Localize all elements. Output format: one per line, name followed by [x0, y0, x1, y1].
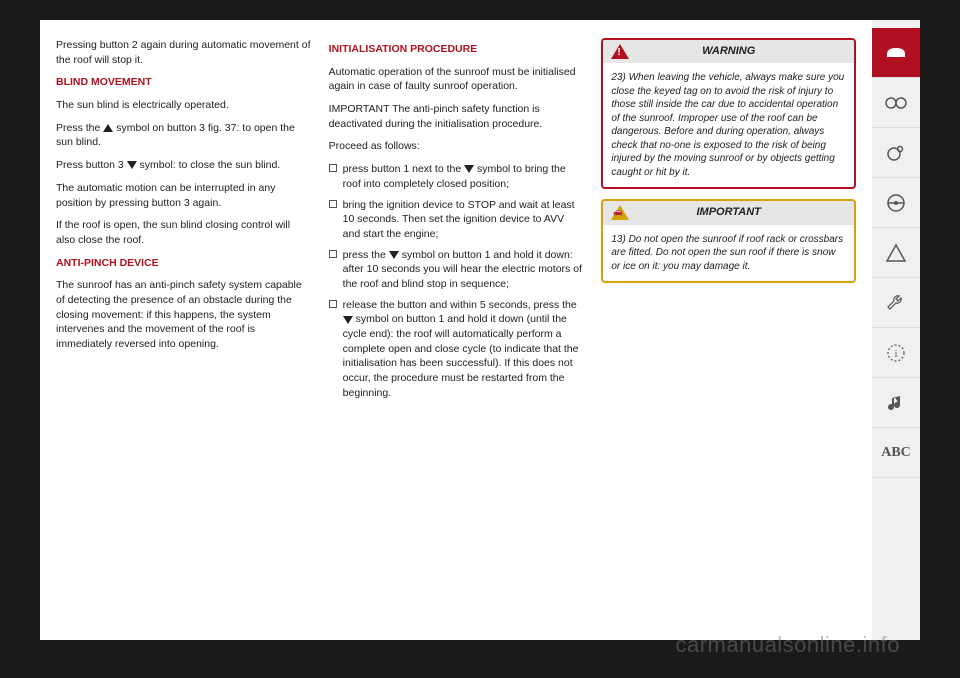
- column-2: INITIALISATION PROCEDURE Automatic opera…: [329, 38, 584, 622]
- paragraph: IMPORTANT The anti-pinch safety function…: [329, 102, 584, 131]
- tab-warning[interactable]: [872, 228, 920, 278]
- tab-vehicle[interactable]: [872, 28, 920, 78]
- watermark: carmanualsonline.info: [675, 632, 900, 658]
- triangle-down-icon: [389, 251, 399, 259]
- warning-box: WARNING 23) When leaving the vehicle, al…: [601, 38, 856, 189]
- list-text: bring the ignition device to STOP and wa…: [343, 198, 584, 242]
- triangle-down-icon: [127, 161, 137, 169]
- triangle-down-icon: [343, 316, 353, 324]
- paragraph: The sun blind is electrically operated.: [56, 98, 311, 113]
- warning-title: WARNING: [702, 44, 755, 59]
- paragraph: The sunroof has an anti-pinch safety sys…: [56, 278, 311, 351]
- abc-label: ABC: [881, 445, 911, 461]
- sidebar-tabs: i ABC: [872, 20, 920, 640]
- list-item: bring the ignition device to STOP and wa…: [329, 198, 584, 242]
- airbag-icon: [884, 141, 908, 165]
- paragraph: The automatic motion can be interrupted …: [56, 181, 311, 210]
- text: Press button 3: [56, 159, 127, 171]
- info-icon: i: [884, 341, 908, 365]
- square-bullet-icon: [329, 200, 337, 208]
- tab-info[interactable]: i: [872, 328, 920, 378]
- content-area: Pressing button 2 again during automatic…: [40, 20, 872, 640]
- important-title: IMPORTANT: [696, 205, 760, 220]
- svg-text:i: i: [895, 349, 898, 360]
- paragraph: Press button 3 symbol: to close the sun …: [56, 158, 311, 173]
- warning-header: WARNING: [603, 40, 854, 63]
- steering-wheel-icon: [884, 191, 908, 215]
- important-body: 13) Do not open the sunroof if roof rack…: [603, 225, 854, 282]
- important-box: IMPORTANT 13) Do not open the sunroof if…: [601, 199, 856, 283]
- text: symbol on button 1 and hold it down (unt…: [343, 313, 579, 398]
- tab-maintenance[interactable]: [872, 278, 920, 328]
- paragraph: Proceed as follows:: [329, 139, 584, 154]
- list-item: release the button and within 5 seconds,…: [329, 298, 584, 401]
- paragraph: Press the symbol on button 3 fig. 37: to…: [56, 121, 311, 150]
- column-1: Pressing button 2 again during automatic…: [56, 38, 311, 622]
- warning-body: 23) When leaving the vehicle, always mak…: [603, 63, 854, 187]
- square-bullet-icon: [329, 164, 337, 172]
- column-3: WARNING 23) When leaving the vehicle, al…: [601, 38, 856, 622]
- section-title-antipinch: ANTI-PINCH DEVICE: [56, 256, 311, 271]
- section-title-init: INITIALISATION PROCEDURE: [329, 42, 584, 57]
- warning-triangle-icon: [884, 241, 908, 265]
- tab-index[interactable]: ABC: [872, 428, 920, 478]
- square-bullet-icon: [329, 250, 337, 258]
- list-item: press the symbol on button 1 and hold it…: [329, 248, 584, 292]
- gauge-icon: [884, 91, 908, 115]
- section-title-blind: BLIND MOVEMENT: [56, 75, 311, 90]
- text: symbol: to close the sun blind.: [137, 159, 281, 171]
- paragraph: If the roof is open, the sun blind closi…: [56, 218, 311, 247]
- tab-airbag[interactable]: [872, 128, 920, 178]
- car-silhouette-icon: [884, 41, 908, 65]
- text: press button 1 next to the: [343, 163, 464, 175]
- triangle-down-icon: [464, 165, 474, 173]
- wrench-icon: [884, 291, 908, 315]
- important-icon: [611, 205, 629, 221]
- list-text: press the symbol on button 1 and hold it…: [343, 248, 584, 292]
- tab-steering[interactable]: [872, 178, 920, 228]
- list-item: press button 1 next to the symbol to bri…: [329, 162, 584, 191]
- list-text: release the button and within 5 seconds,…: [343, 298, 584, 401]
- important-header: IMPORTANT: [603, 201, 854, 224]
- music-note-icon: [884, 391, 908, 415]
- text: release the button and within 5 seconds,…: [343, 299, 577, 311]
- paragraph: Pressing button 2 again during automatic…: [56, 38, 311, 67]
- text: Press the: [56, 122, 103, 134]
- text: press the: [343, 249, 389, 261]
- square-bullet-icon: [329, 300, 337, 308]
- tab-dashboard[interactable]: [872, 78, 920, 128]
- triangle-up-icon: [103, 124, 113, 132]
- paragraph: Automatic operation of the sunroof must …: [329, 65, 584, 94]
- manual-page: Pressing button 2 again during automatic…: [40, 20, 920, 640]
- tab-multimedia[interactable]: [872, 378, 920, 428]
- list-text: press button 1 next to the symbol to bri…: [343, 162, 584, 191]
- warning-icon: [611, 44, 629, 60]
